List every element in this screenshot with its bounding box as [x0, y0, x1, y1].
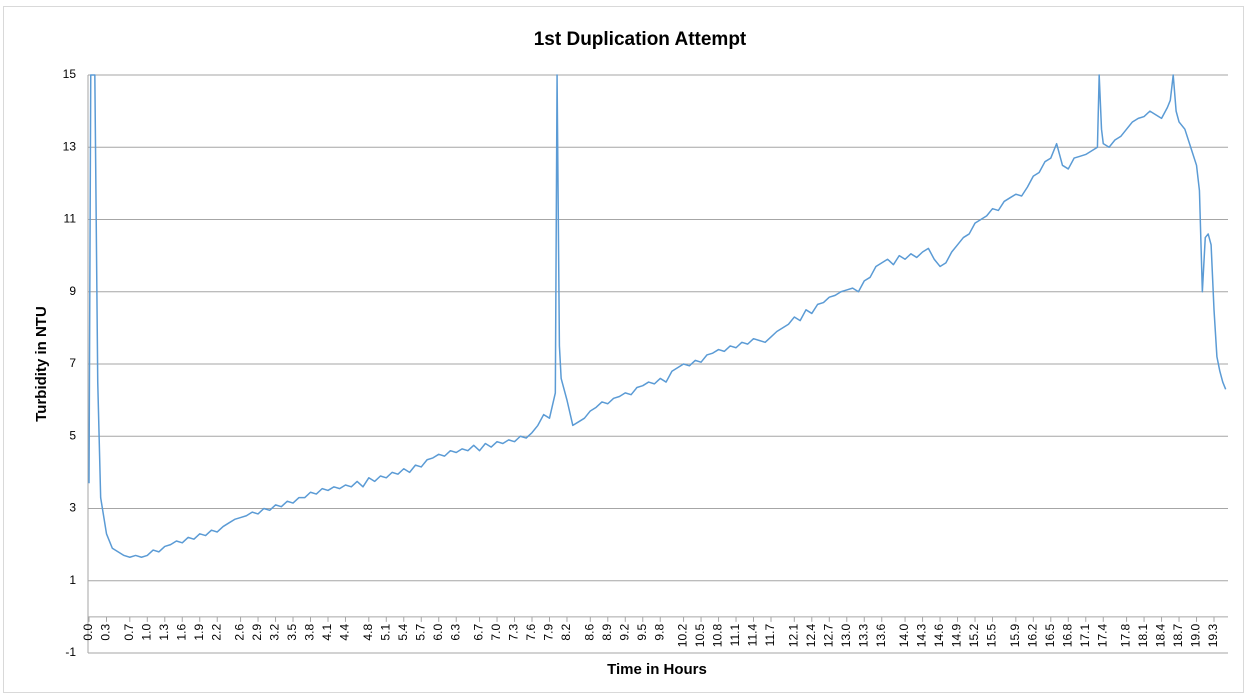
- x-tick-label: 1.9: [192, 624, 206, 641]
- y-tick-label: 15: [63, 67, 77, 81]
- x-tick-label: 7.9: [542, 624, 556, 641]
- x-tick-label: 8.2: [559, 624, 573, 641]
- x-tick-label: 4.4: [338, 624, 352, 641]
- x-tick-label: 8.6: [582, 624, 596, 641]
- x-tick-label: 13.6: [874, 624, 888, 648]
- x-tick-label: 11.7: [763, 624, 777, 647]
- x-tick-label: 0.7: [122, 624, 136, 641]
- x-tick-label: 12.4: [804, 624, 818, 648]
- x-tick-label: 1.6: [174, 624, 188, 641]
- y-tick-label: 5: [69, 428, 76, 442]
- y-tick-label: -1: [65, 645, 76, 659]
- y-tick-label: 1: [69, 573, 76, 587]
- data-line: [88, 74, 1227, 559]
- x-tick-label: 18.7: [1171, 624, 1185, 648]
- x-tick-label: 12.1: [786, 624, 800, 648]
- y-tick-label: 3: [69, 501, 76, 515]
- x-tick-label: 7.0: [489, 624, 503, 641]
- y-tick-label: 7: [69, 356, 76, 370]
- x-tick-label: 19.0: [1189, 624, 1203, 648]
- x-tick-label: 6.3: [448, 624, 462, 641]
- x-tick-label: 7.6: [524, 624, 538, 641]
- x-tick-label: 15.5: [985, 624, 999, 648]
- chart-title: 1st Duplication Attempt: [534, 29, 747, 50]
- y-tick-label: 9: [69, 284, 76, 298]
- x-tick-label: 5.1: [378, 624, 392, 641]
- x-tick-label: 12.7: [821, 624, 835, 648]
- chart-border: [3, 6, 1244, 693]
- x-tick-label: 11.1: [728, 624, 742, 647]
- x-tick-label: 3.2: [268, 624, 282, 641]
- x-tick-label: 13.0: [839, 624, 853, 648]
- x-tick-label: 15.2: [967, 624, 981, 648]
- x-tick-label: 1.3: [157, 624, 171, 641]
- x-tick-label: 6.0: [431, 624, 445, 641]
- x-tick-label: 9.8: [652, 624, 666, 641]
- x-tick-label: 8.9: [600, 624, 614, 641]
- x-tick-label: 3.5: [285, 624, 299, 641]
- x-tick-label: 14.6: [932, 624, 946, 648]
- y-tick-label: 11: [64, 212, 77, 226]
- x-tick-label: 2.9: [250, 624, 264, 641]
- x-tick-label: 5.7: [413, 624, 427, 641]
- x-tick-label: 16.2: [1025, 624, 1039, 648]
- x-tick-label: 17.1: [1078, 624, 1092, 648]
- x-tick-label: 2.6: [233, 624, 247, 641]
- x-tick-label: 16.5: [1043, 624, 1057, 648]
- x-tick-label: 17.4: [1095, 624, 1109, 648]
- x-tick-label: 3.8: [303, 624, 317, 641]
- x-tick-label: 7.3: [507, 624, 521, 641]
- x-tick-label: 10.5: [693, 624, 707, 648]
- x-tick-label: 9.2: [617, 624, 631, 641]
- y-axis-title: Turbidity in NTU: [33, 306, 50, 422]
- x-tick-label: 10.2: [676, 624, 690, 648]
- x-tick-label: 10.8: [711, 624, 725, 648]
- x-tick-label: 18.1: [1136, 624, 1150, 648]
- x-tick-label: 6.7: [472, 624, 486, 641]
- x-tick-label: 16.8: [1060, 624, 1074, 648]
- x-tick-label: 13.3: [856, 624, 870, 648]
- x-tick-label: 0.0: [81, 624, 95, 641]
- x-tick-label: 5.4: [396, 624, 410, 641]
- y-tick-label: 13: [63, 139, 77, 153]
- x-tick-label: 17.8: [1119, 624, 1133, 648]
- x-tick-label: 18.4: [1154, 624, 1168, 648]
- x-tick-label: 1.0: [139, 624, 153, 641]
- x-tick-label: 14.0: [897, 624, 911, 648]
- x-tick-label: 19.3: [1206, 624, 1220, 648]
- x-axis-title: Time in Hours: [607, 661, 707, 678]
- x-tick-label: 2.2: [209, 624, 223, 641]
- x-tick-label: 4.8: [361, 624, 375, 641]
- x-tick-label: 9.5: [635, 624, 649, 641]
- x-tick-label: 4.1: [320, 624, 334, 641]
- x-tick-label: 14.3: [915, 624, 929, 648]
- x-tick-label: 11.4: [746, 624, 760, 647]
- x-tick-label: 15.9: [1008, 624, 1022, 648]
- x-tick-label: 0.3: [99, 624, 113, 641]
- x-tick-label: 14.9: [950, 624, 964, 648]
